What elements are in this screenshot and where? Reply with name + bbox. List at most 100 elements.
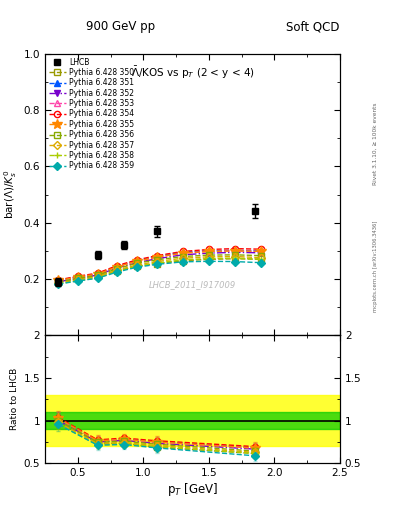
Pythia 6.428 352 xyxy=(115,265,119,271)
Pythia 6.428 351 xyxy=(95,271,100,277)
Pythia 6.428 355 xyxy=(259,248,264,254)
Pythia 6.428 351 xyxy=(207,248,211,254)
Pythia 6.428 359 xyxy=(259,260,264,266)
Line: Pythia 6.428 352: Pythia 6.428 352 xyxy=(55,249,264,285)
Pythia 6.428 356 xyxy=(207,252,211,258)
Pythia 6.428 359 xyxy=(95,275,100,281)
Pythia 6.428 352 xyxy=(56,279,61,285)
Text: LHCB_2011_I917009: LHCB_2011_I917009 xyxy=(149,280,236,289)
Pythia 6.428 351 xyxy=(259,248,264,254)
Pythia 6.428 350 xyxy=(207,256,211,262)
Pythia 6.428 355 xyxy=(115,264,119,270)
Bar xyxy=(45,395,340,446)
Pythia 6.428 355 xyxy=(207,248,211,254)
Pythia 6.428 356 xyxy=(180,253,185,260)
Pythia 6.428 357 xyxy=(180,255,185,261)
Pythia 6.428 353 xyxy=(180,250,185,256)
Pythia 6.428 357 xyxy=(154,259,159,265)
Pythia 6.428 351 xyxy=(75,274,80,280)
Pythia 6.428 358 xyxy=(259,256,264,262)
Pythia 6.428 354 xyxy=(180,248,185,254)
Pythia 6.428 352 xyxy=(259,250,264,256)
Pythia 6.428 354 xyxy=(259,246,264,252)
Pythia 6.428 359 xyxy=(75,278,80,284)
Pythia 6.428 355 xyxy=(56,278,61,284)
Pythia 6.428 357 xyxy=(207,254,211,260)
Text: Rivet 3.1.10, ≥ 100k events: Rivet 3.1.10, ≥ 100k events xyxy=(373,102,378,185)
Pythia 6.428 354 xyxy=(233,246,237,252)
Pythia 6.428 350 xyxy=(56,279,61,285)
Line: Pythia 6.428 351: Pythia 6.428 351 xyxy=(55,247,264,284)
Pythia 6.428 357 xyxy=(259,254,264,261)
Pythia 6.428 352 xyxy=(207,250,211,256)
Line: Pythia 6.428 350: Pythia 6.428 350 xyxy=(55,255,264,285)
Y-axis label: bar($\Lambda$)/$K^{0}_{s}$: bar($\Lambda$)/$K^{0}_{s}$ xyxy=(2,170,19,219)
Pythia 6.428 354 xyxy=(154,252,159,259)
Pythia 6.428 356 xyxy=(154,257,159,263)
Pythia 6.428 350 xyxy=(134,263,139,269)
Line: Pythia 6.428 359: Pythia 6.428 359 xyxy=(55,258,264,287)
Pythia 6.428 351 xyxy=(180,249,185,255)
Pythia 6.428 358 xyxy=(207,255,211,262)
Text: 900 GeV pp: 900 GeV pp xyxy=(86,20,156,33)
Pythia 6.428 359 xyxy=(56,281,61,287)
Pythia 6.428 351 xyxy=(115,263,119,269)
Pythia 6.428 355 xyxy=(134,258,139,264)
Pythia 6.428 355 xyxy=(154,254,159,260)
Pythia 6.428 357 xyxy=(115,267,119,273)
Pythia 6.428 353 xyxy=(207,248,211,254)
Text: $\bar{\Lambda}$/KOS vs p$_{T}$ (2 < y < 4): $\bar{\Lambda}$/KOS vs p$_{T}$ (2 < y < … xyxy=(130,65,255,81)
Pythia 6.428 355 xyxy=(95,271,100,277)
Pythia 6.428 352 xyxy=(75,275,80,281)
Pythia 6.428 350 xyxy=(75,276,80,282)
Pythia 6.428 357 xyxy=(95,274,100,280)
Pythia 6.428 354 xyxy=(56,277,61,283)
Pythia 6.428 356 xyxy=(115,266,119,272)
Pythia 6.428 359 xyxy=(233,259,237,265)
Pythia 6.428 353 xyxy=(115,264,119,270)
Bar xyxy=(45,412,340,429)
Line: Pythia 6.428 354: Pythia 6.428 354 xyxy=(55,245,264,283)
Pythia 6.428 351 xyxy=(154,253,159,260)
Pythia 6.428 352 xyxy=(154,255,159,262)
Pythia 6.428 351 xyxy=(134,258,139,264)
Pythia 6.428 353 xyxy=(154,254,159,261)
Pythia 6.428 357 xyxy=(233,253,237,260)
Pythia 6.428 356 xyxy=(75,275,80,282)
Line: Pythia 6.428 356: Pythia 6.428 356 xyxy=(55,252,264,285)
Pythia 6.428 352 xyxy=(134,260,139,266)
Legend: LHCB, Pythia 6.428 350, Pythia 6.428 351, Pythia 6.428 352, Pythia 6.428 353, Py: LHCB, Pythia 6.428 350, Pythia 6.428 351… xyxy=(48,56,136,172)
Pythia 6.428 359 xyxy=(115,269,119,275)
Pythia 6.428 353 xyxy=(233,248,237,254)
Pythia 6.428 359 xyxy=(180,259,185,265)
Line: Pythia 6.428 358: Pythia 6.428 358 xyxy=(55,255,264,287)
Pythia 6.428 353 xyxy=(259,248,264,254)
Pythia 6.428 356 xyxy=(134,260,139,266)
Line: Pythia 6.428 355: Pythia 6.428 355 xyxy=(53,246,266,285)
Line: Pythia 6.428 353: Pythia 6.428 353 xyxy=(55,248,264,284)
Pythia 6.428 353 xyxy=(134,258,139,264)
Pythia 6.428 359 xyxy=(154,261,159,267)
Pythia 6.428 354 xyxy=(134,257,139,263)
Pythia 6.428 356 xyxy=(56,279,61,285)
Pythia 6.428 354 xyxy=(207,246,211,252)
Pythia 6.428 357 xyxy=(75,277,80,283)
Text: mcplots.cern.ch [arXiv:1306.3436]: mcplots.cern.ch [arXiv:1306.3436] xyxy=(373,221,378,312)
Pythia 6.428 354 xyxy=(95,270,100,276)
Pythia 6.428 350 xyxy=(233,255,237,262)
Pythia 6.428 358 xyxy=(115,268,119,274)
Pythia 6.428 358 xyxy=(134,263,139,269)
Pythia 6.428 359 xyxy=(207,258,211,264)
Pythia 6.428 356 xyxy=(259,252,264,259)
Line: Pythia 6.428 357: Pythia 6.428 357 xyxy=(55,253,264,286)
Pythia 6.428 358 xyxy=(154,260,159,266)
Pythia 6.428 350 xyxy=(180,258,185,264)
Pythia 6.428 354 xyxy=(115,263,119,269)
Pythia 6.428 356 xyxy=(233,252,237,258)
Text: Soft QCD: Soft QCD xyxy=(286,20,340,33)
Pythia 6.428 350 xyxy=(154,261,159,267)
Pythia 6.428 353 xyxy=(56,278,61,284)
X-axis label: p$_{T}$ [GeV]: p$_{T}$ [GeV] xyxy=(167,481,218,498)
Pythia 6.428 350 xyxy=(259,256,264,262)
Pythia 6.428 353 xyxy=(75,274,80,280)
